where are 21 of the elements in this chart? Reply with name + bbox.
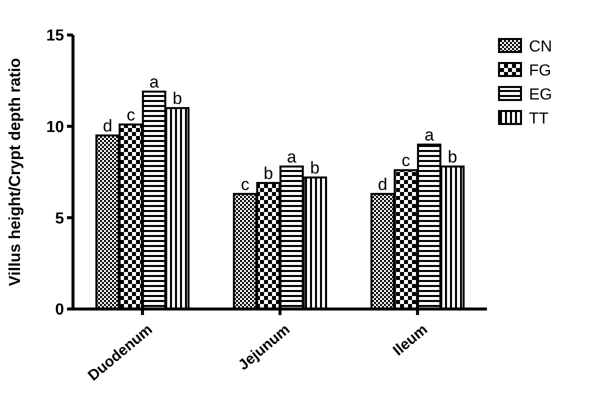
data-label: b xyxy=(172,89,182,108)
data-label: d xyxy=(378,174,388,194)
data-label: b xyxy=(310,158,320,178)
legend-label: EG xyxy=(529,86,552,104)
data-label: b xyxy=(264,164,274,183)
data-label: a xyxy=(286,148,297,167)
legend-label: CN xyxy=(529,38,552,56)
y-tick-label: 5 xyxy=(55,210,64,228)
y-axis-title: Villus height/Crypt depth ratio xyxy=(7,58,24,286)
data-label: c xyxy=(126,106,136,125)
data-label: c xyxy=(240,174,250,194)
data-label: a xyxy=(424,126,434,145)
data-label: b xyxy=(448,148,458,167)
data-label: d xyxy=(102,116,112,136)
y-tick-label: 15 xyxy=(46,28,64,45)
y-tick-label: 10 xyxy=(46,118,64,136)
data-label: c xyxy=(402,151,411,170)
legend-label: TT xyxy=(529,110,549,128)
data-label: a xyxy=(149,72,160,92)
y-tick-label: 0 xyxy=(55,302,64,319)
legend-label: FG xyxy=(529,62,552,80)
